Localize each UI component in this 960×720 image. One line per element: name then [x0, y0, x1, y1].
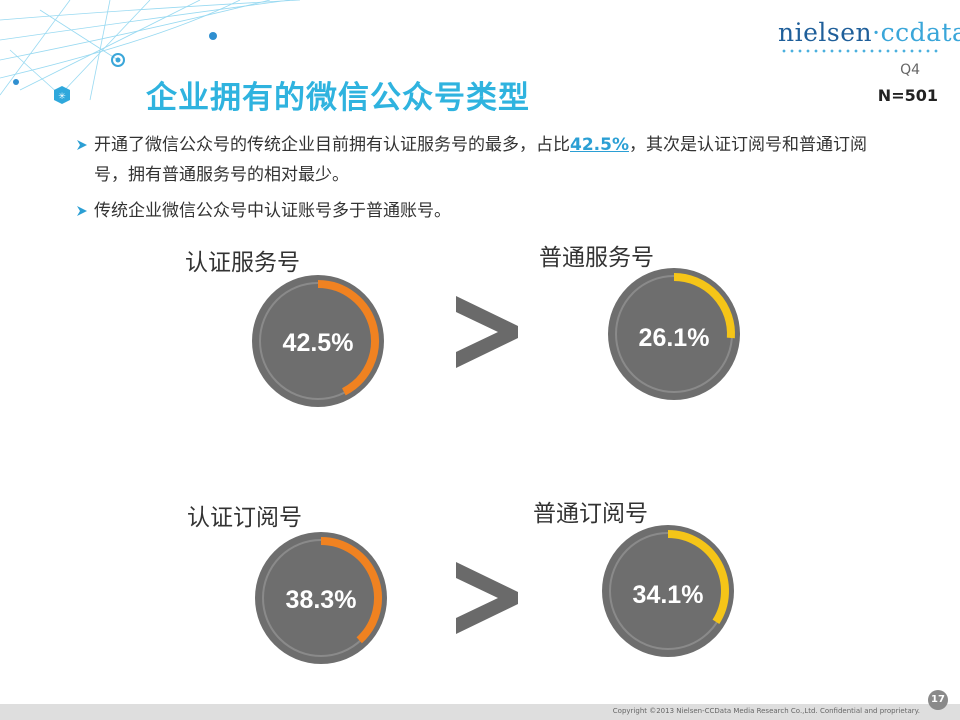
- ring-outer-disc: [255, 532, 387, 664]
- ring-value-arc: [317, 280, 379, 396]
- page-number-badge: 17: [928, 690, 948, 710]
- ring-value-arc: [320, 537, 382, 644]
- ring-outer-disc: [602, 525, 734, 657]
- chart-label-normal-subscription: 普通订阅号: [533, 501, 648, 527]
- network-decoration: ✳: [0, 0, 301, 104]
- chart-label-normal-service: 普通服务号: [539, 245, 654, 271]
- bullet-text: 传统企业微信公众号中认证账号多于普通账号。: [94, 201, 451, 221]
- ring-outer-disc: [608, 268, 740, 400]
- bullet-text-start: 开通了微信公众号的传统企业目前拥有认证服务号的最多，占比: [94, 135, 570, 155]
- logo-dot-line: [780, 48, 938, 54]
- footer-bar: [0, 704, 960, 720]
- bullet-item-1: 开通了微信公众号的传统企业目前拥有认证服务号的最多，占比42.5%，其次是认证订…: [76, 130, 896, 190]
- ring-value-label: 34.1%: [633, 581, 704, 609]
- bullet-arrow-icon: [77, 206, 87, 216]
- chart-label-certified-subscription: 认证订阅号: [187, 505, 302, 531]
- greater-than-symbol-bottom: >: [452, 558, 518, 634]
- ring-chart-normal-service: 26.1%: [608, 268, 740, 400]
- ring-value-label: 26.1%: [639, 324, 710, 352]
- ring-chart-certified-service: 42.5%: [252, 275, 384, 407]
- page-title: 企业拥有的微信公众号类型: [146, 80, 530, 116]
- bullet-arrow-icon: [77, 140, 87, 150]
- ring-chart-certified-subscription: 38.3%: [255, 532, 387, 664]
- bullet-list: 开通了微信公众号的传统企业目前拥有认证服务号的最多，占比42.5%，其次是认证订…: [76, 130, 896, 232]
- ring-outer-disc: [252, 275, 384, 407]
- svg-text:>: >: [452, 558, 453, 559]
- svg-text:✳: ✳: [58, 92, 66, 102]
- copyright-text: Copyright ©2013 Nielsen-CCData Media Res…: [612, 707, 920, 715]
- ring-chart-normal-subscription: 34.1%: [602, 525, 734, 657]
- bullet-text-end: ，其次是认证订阅号和普通订阅号，拥有普通服务号的相对最少。: [94, 135, 867, 185]
- ring-value-label: 38.3%: [286, 586, 357, 614]
- quarter-label: Q4: [900, 62, 920, 78]
- bullet-item-2: 传统企业微信公众号中认证账号多于普通账号。: [76, 196, 896, 226]
- greater-than-symbol-top: >: [452, 292, 518, 368]
- sample-size: N=501: [877, 86, 938, 105]
- ring-value-arc: [673, 273, 735, 339]
- ring-value-arc: [667, 530, 729, 625]
- highlight-value: 42.5%: [570, 135, 629, 155]
- ring-value-label: 42.5%: [283, 329, 354, 357]
- chart-label-certified-service: 认证服务号: [185, 250, 300, 276]
- nielsen-ccdata-logo: nielsen·ccdata: [778, 18, 960, 47]
- svg-text:>: >: [452, 292, 453, 293]
